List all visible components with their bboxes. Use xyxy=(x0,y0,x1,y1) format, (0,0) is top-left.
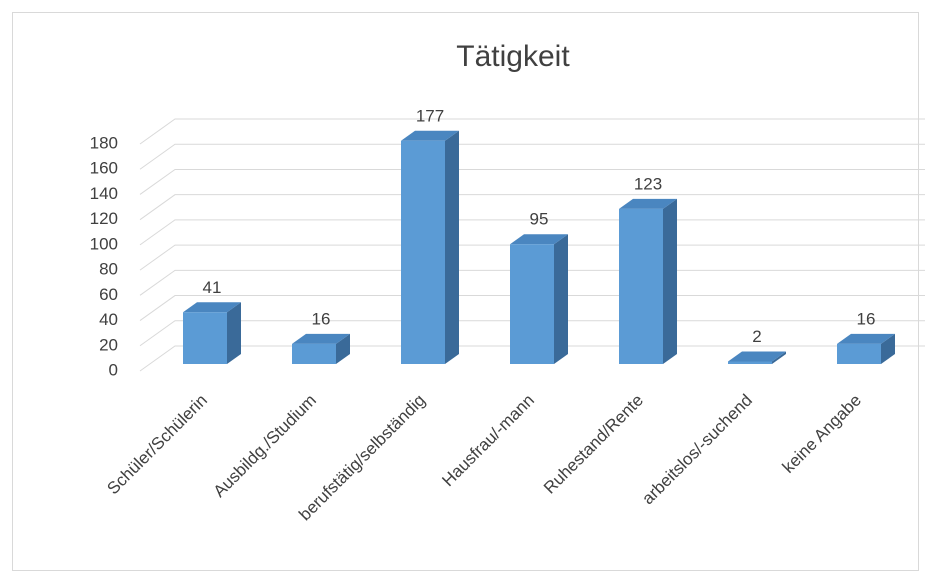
y-tick-label: 20 xyxy=(99,335,118,354)
bar-face xyxy=(445,130,459,364)
bar-face xyxy=(401,130,459,141)
grid-line xyxy=(139,118,925,145)
grid-line xyxy=(139,168,925,195)
bar-face xyxy=(292,333,350,344)
bar-face xyxy=(619,208,663,364)
bar xyxy=(292,333,350,364)
y-tick-label: 100 xyxy=(90,234,118,253)
bar-face xyxy=(837,333,895,344)
grid-line xyxy=(139,194,925,221)
bar-face xyxy=(554,234,568,364)
y-tick-label: 80 xyxy=(99,260,118,279)
bar-face xyxy=(336,333,350,364)
y-tick-label: 0 xyxy=(109,360,118,379)
data-label: 123 xyxy=(634,174,662,193)
y-tick-label: 60 xyxy=(99,285,118,304)
bar-face xyxy=(728,361,772,364)
data-label: 16 xyxy=(312,309,331,328)
bar-face xyxy=(728,351,786,362)
bar xyxy=(728,351,786,364)
bar xyxy=(837,333,895,364)
bar xyxy=(401,130,459,364)
data-label: 95 xyxy=(530,210,549,229)
bar-face xyxy=(619,198,677,209)
y-tick-label: 120 xyxy=(90,209,118,228)
data-label: 41 xyxy=(203,278,222,297)
y-tick-label: 180 xyxy=(90,133,118,152)
bar-face xyxy=(510,234,568,245)
bar xyxy=(183,302,241,364)
y-tick-label: 160 xyxy=(90,159,118,178)
bar xyxy=(619,198,677,364)
bar-face xyxy=(510,244,554,364)
bar-face xyxy=(183,302,241,313)
data-label: 2 xyxy=(752,327,761,346)
bar-face xyxy=(183,312,227,364)
grid-line xyxy=(139,143,925,170)
chart-title: Tätigkeit xyxy=(456,40,570,73)
bar-face xyxy=(837,343,881,364)
chart-border xyxy=(12,12,919,571)
y-tick-label: 140 xyxy=(90,184,118,203)
bar-face xyxy=(292,343,336,364)
bar xyxy=(510,234,568,364)
bar-face xyxy=(401,140,445,364)
bar-face xyxy=(663,198,677,364)
bar-face xyxy=(881,333,895,364)
y-tick-label: 40 xyxy=(99,310,118,329)
bar-face xyxy=(227,302,241,364)
data-label: 177 xyxy=(416,106,444,125)
bar-face xyxy=(772,351,786,364)
data-label: 16 xyxy=(857,309,876,328)
